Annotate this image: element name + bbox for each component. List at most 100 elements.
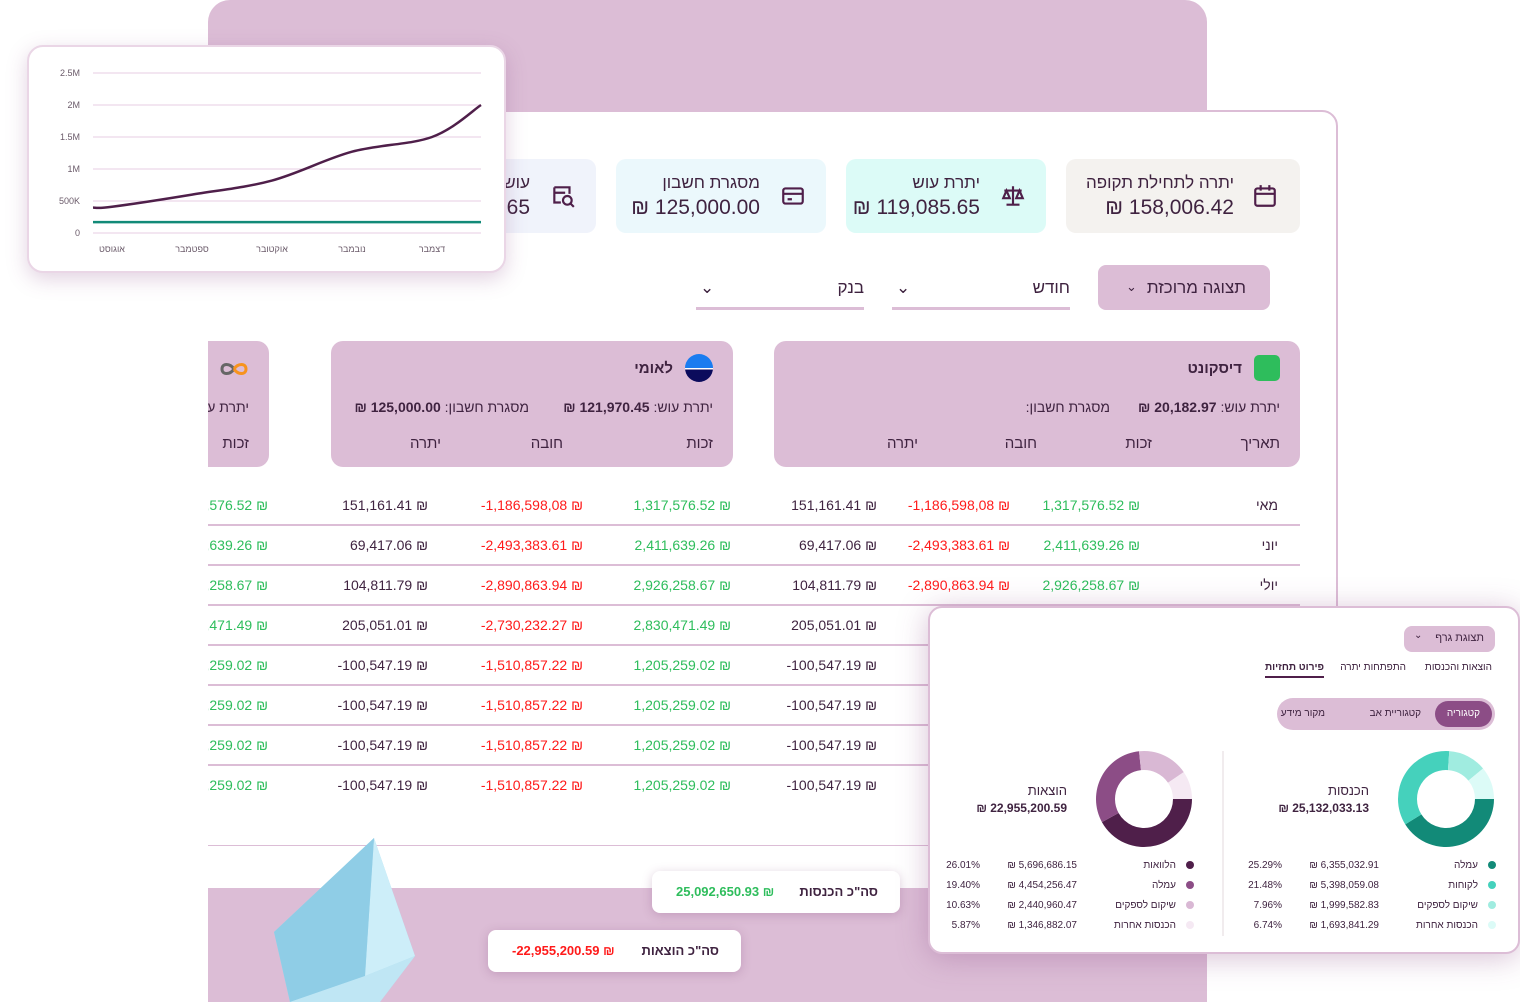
month-dropdown[interactable]: חודש ⌄ xyxy=(892,270,1070,310)
amount-cell: -100,547.19 ₪ xyxy=(337,657,428,673)
expense-donut xyxy=(1096,751,1192,847)
total-expense-label: סה"כ הוצאות xyxy=(641,943,719,958)
month-cell: מאי xyxy=(1255,497,1278,513)
col-header: חובה xyxy=(530,435,563,452)
amount-cell: -1,510,857.22 ₪ xyxy=(480,657,583,673)
chevron-down-icon: ⌄ xyxy=(1414,630,1423,641)
calendar-icon xyxy=(1254,185,1276,207)
credit-card-icon xyxy=(782,187,804,205)
legend-dot xyxy=(1488,861,1496,869)
balance-line-chart: 0 500K 1M 1.5M 2M 2.5M אוגוסט ספטמבר אוקטובר נובמ… xyxy=(59,68,482,254)
donut-slice xyxy=(1468,768,1494,799)
stat-card-opening-balance: יתרה לתחילת תקופה ₪ 158,006.42 xyxy=(1066,159,1300,233)
legend-dot xyxy=(1488,881,1496,889)
legend-pct: 21.48% xyxy=(1248,880,1282,891)
y-tick-label: 2.5M xyxy=(60,68,80,78)
compact-view-button[interactable]: תצוגה מרוכזת ⌄ xyxy=(1098,265,1270,310)
table-row[interactable]: יולי 2,926,258.67 ₪ -2,890,863.94 ₪ 104,811… xyxy=(208,566,1300,606)
segment-0[interactable]: קטגוריה xyxy=(1434,701,1492,727)
infinity-logo xyxy=(220,363,248,375)
amount-cell: -100,547.19 ₪ xyxy=(786,777,877,793)
amount-cell: 1,205,259.02 ₪ xyxy=(208,737,268,753)
bank-label: בנק xyxy=(837,278,864,297)
legend-value: ₪ 5,696,686.15 xyxy=(1007,860,1077,871)
stat-value: ₪ 158,006.42 xyxy=(1105,196,1234,219)
legend-value: ₪ 6,355,032.91 xyxy=(1309,860,1379,871)
series-line xyxy=(92,103,482,210)
amount-cell: -2,890,863.94 ₪ xyxy=(907,577,1010,593)
x-tick-label: ספטמבר xyxy=(175,244,209,254)
legend-value: ₪ 5,398,059.08 xyxy=(1309,880,1379,891)
discount-logo xyxy=(1254,355,1280,381)
amount-cell: 205,051.01 ₪ xyxy=(342,617,428,633)
segment-1[interactable]: קטגוריית אב xyxy=(1369,708,1421,719)
total-expense-value: -22,955,200.59 ₪ xyxy=(512,943,615,958)
row-divider xyxy=(208,684,1300,686)
balance-label: יתרת עוש: xyxy=(653,399,713,415)
tab-1[interactable]: התפתחות יתרה xyxy=(1340,662,1406,673)
table-row[interactable]: -100,547.19 ₪ 1,205,259.02 ₪ -1,510,857.22… xyxy=(208,686,1300,726)
amount-cell: 104,811.79 ₪ xyxy=(343,577,428,593)
partial-column: 1,205,259.02 ₪ xyxy=(208,726,268,766)
y-tick-label: 0 xyxy=(75,228,80,238)
donut-slice xyxy=(1398,751,1450,825)
legend-pct: 5.87% xyxy=(951,920,980,931)
bank-balance: יתרת עוש: ₪ 121,970.45 xyxy=(563,399,713,415)
legend-label: לקוחות xyxy=(1448,880,1478,891)
table-row[interactable]: יוני 2,411,639.26 ₪ -2,493,383.61 ₪ 69,417.… xyxy=(208,526,1300,566)
tab-0[interactable]: הוצאות והכנסות xyxy=(1424,662,1492,673)
amount-cell: 2,411,639.26 ₪ xyxy=(1043,537,1140,553)
donut-slice xyxy=(1447,751,1484,781)
stat-card-current-balance: יתרת עוש ₪ 119,085.65 xyxy=(846,159,1046,233)
table-row[interactable]: -100,547.19 ₪ 1,205,259.02 ₪ -1,510,857.22… xyxy=(208,726,1300,766)
legend-dot xyxy=(1488,921,1496,929)
segmented-control: קטגוריה קטגוריית אב מקור מידע xyxy=(1277,698,1495,730)
chevron-down-icon: ⌄ xyxy=(1126,279,1137,294)
partial-column: 1,205,259.02 ₪ xyxy=(208,646,268,686)
chevron-down-icon: ⌄ xyxy=(700,278,715,297)
x-tick-label: אוגוסט xyxy=(99,244,125,254)
tab-2[interactable]: פירוט תחזיות xyxy=(1264,662,1324,678)
amount-cell: -100,547.19 ₪ xyxy=(786,737,877,753)
legend-pct: 10.63% xyxy=(946,900,980,911)
legend-label: הכנסות אחרות xyxy=(1415,920,1478,931)
legend-dot xyxy=(1186,881,1194,889)
bank-card-discount: דיסקונט יתרת עוש: ₪ 20,182.97 מסגרת חשבו… xyxy=(774,341,1300,467)
table-row[interactable]: -100,547.19 ₪ 1,205,259.02 ₪ -1,510,857.22… xyxy=(208,766,1300,806)
total-income-label: סה"כ הכנסות xyxy=(799,884,878,899)
legend-dot xyxy=(1186,861,1194,869)
row-divider xyxy=(208,604,1300,606)
stat-value: 65 xyxy=(506,196,530,219)
partial-column: 2,926,258.67 ₪ xyxy=(208,566,268,606)
amount-cell: 2,411,639.26 ₪ xyxy=(208,537,268,553)
row-divider xyxy=(208,724,1300,726)
col-header: זכות xyxy=(686,435,713,452)
donut-slice xyxy=(1139,751,1184,783)
legend-pct: 6.74% xyxy=(1253,920,1282,931)
amount-cell: -100,547.19 ₪ xyxy=(786,657,877,673)
col-header: יתרה xyxy=(409,435,441,452)
amount-cell: -100,547.19 ₪ xyxy=(786,697,877,713)
bank-limit: מסגרת חשבון: ₪ 125,000.00 xyxy=(354,399,529,415)
legend-value: ₪ 1,999,582.83 xyxy=(1309,900,1379,911)
legend-label: שיקום לספקים xyxy=(1115,900,1176,911)
amount-cell: -1,510,857.22 ₪ xyxy=(480,777,583,793)
legend-label: הלוואות xyxy=(1143,860,1176,871)
bank-dropdown[interactable]: בנק ⌄ xyxy=(696,270,864,310)
legend-value: ₪ 4,454,256.47 xyxy=(1007,880,1077,891)
amount-cell: 151,161.41 ₪ xyxy=(342,497,428,513)
legend-pct: 19.40% xyxy=(946,880,980,891)
transactions-table: מאי 1,317,576.52 ₪ -1,186,598,08 ₪ 151,161.… xyxy=(208,486,1300,846)
row-divider xyxy=(208,644,1300,646)
y-tick-label: 1.5M xyxy=(60,132,80,142)
col-header: זכות xyxy=(222,435,249,452)
amount-cell: 1,205,259.02 ₪ xyxy=(633,657,731,673)
amount-cell: -2,493,383.61 ₪ xyxy=(907,537,1010,553)
table-row[interactable]: מאי 1,317,576.52 ₪ -1,186,598,08 ₪ 151,161.… xyxy=(208,486,1300,526)
stat-value: ₪ 125,000.00 xyxy=(631,196,760,219)
amount-cell: 1,205,259.02 ₪ xyxy=(208,697,268,713)
graph-view-button[interactable]: תצוגת גרף ⌄ xyxy=(1404,626,1495,652)
segment-2[interactable]: מקור מידע xyxy=(1280,708,1325,719)
row-divider xyxy=(208,764,1300,766)
donut-slice xyxy=(1405,799,1494,847)
